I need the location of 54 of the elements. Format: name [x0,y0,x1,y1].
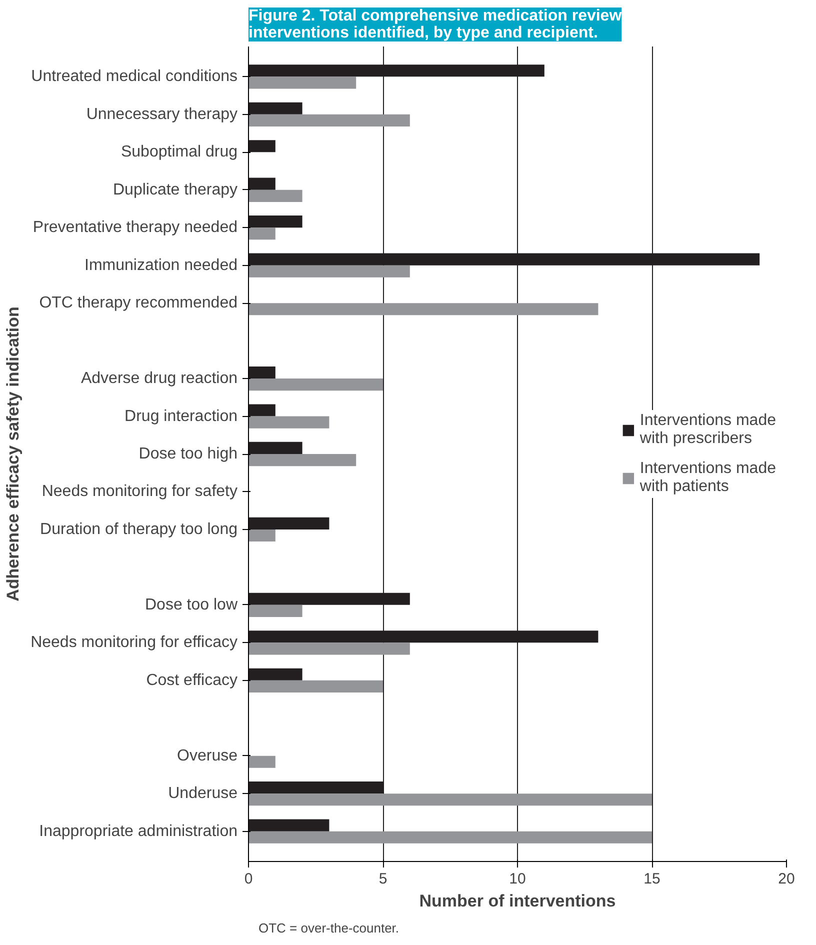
y-tick-label: Needs monitoring for efficacy [30,634,238,652]
y-tick-label: Untreated medical conditions [31,68,238,86]
bar [248,794,652,806]
bar [248,76,356,89]
x-tick-label: 5 [378,870,388,888]
y-tick-label: Duplicate therapy [112,181,238,198]
x-tick-label: 20 [778,870,795,888]
bar [248,190,302,202]
bar [248,228,276,240]
bar [248,140,276,152]
bar [248,442,302,454]
y-tick-label: Underuse [168,785,238,802]
bar [248,454,356,466]
y-tick-label: Dose too low [145,596,238,614]
bar [248,517,330,530]
bar [248,680,383,692]
bar [248,366,276,379]
bar [248,604,302,617]
y-tick-label: Duration of therapy too long [40,520,238,538]
bar [248,668,302,680]
y-tick-label: Inappropriate administration [39,822,238,840]
legend-label: Interventions made with patients [640,458,776,496]
bar [248,831,652,844]
y-tick-label: Overuse [177,747,238,764]
legend-label: Interventions made with prescribers [640,410,776,448]
y-tick-label: Unnecessary therapy [86,106,238,123]
x-axis-title: Number of interventions [419,892,616,910]
y-tick-label: Preventative therapy needed [32,219,238,236]
bar [248,102,302,114]
bar [248,404,276,416]
bar [248,178,276,190]
x-tick-label: 0 [244,870,253,888]
bar [248,529,276,542]
bar [248,378,383,391]
y-tick-label: Immunization needed [84,256,238,274]
bar [248,819,330,832]
bar [248,756,276,768]
y-tick-label: Cost efficacy [146,672,238,689]
bar [248,642,410,655]
x-tick-label: 10 [509,870,526,888]
bar [248,265,410,278]
bar [248,114,410,126]
y-tick-label: Drug interaction [124,408,238,425]
text: OTC = over-the-counter. [258,920,400,936]
x-tick-label: 15 [644,870,660,888]
y-tick-label: Needs monitoring for safety [42,483,238,500]
y-tick-label: Adverse drug reaction [80,370,238,388]
y-tick-label: Suboptimal drug [120,144,238,161]
bar [248,303,598,316]
y-tick-label: Dose too high [138,446,238,462]
bar [248,216,302,228]
y-tick-label: OTC therapy recommended [39,294,238,312]
y-axis-title: Adherence efficacy safety indication [4,306,23,602]
bar [248,416,330,428]
